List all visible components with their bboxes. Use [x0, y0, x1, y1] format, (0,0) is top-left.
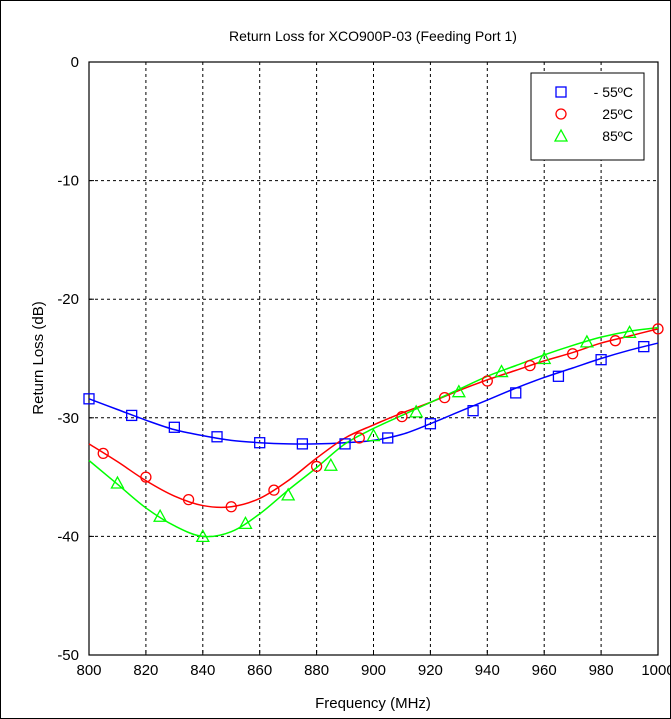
data-point [409, 404, 424, 418]
data-point [225, 501, 237, 513]
data-point [567, 348, 579, 360]
x-tick-label: 960 [532, 662, 557, 679]
x-tick-label: 900 [361, 662, 386, 679]
y-tick-label: -30 [57, 410, 79, 427]
data-point [211, 431, 223, 443]
data-point [579, 334, 594, 348]
chart-title: Return Loss for XCO900P-03 (Feeding Port… [229, 28, 517, 44]
y-tick-label: 0 [71, 54, 79, 71]
x-tick-label: 920 [418, 662, 443, 679]
series-markers [83, 323, 664, 543]
data-point [396, 410, 408, 423]
legend-label: 85ºC [602, 128, 633, 144]
data-point [97, 447, 109, 460]
x-tick-label: 980 [589, 662, 614, 679]
data-point [595, 354, 607, 366]
data-point [438, 391, 451, 404]
data-point [366, 428, 381, 442]
x-axis-label: Frequency (MHz) [315, 695, 431, 712]
x-tick-label: 880 [304, 662, 329, 679]
legend-label: - 55ºC [594, 84, 633, 100]
legend-items: - 55ºC 25ºC 85ºC [553, 84, 633, 144]
legend-marker [553, 128, 569, 142]
legend-marker [555, 108, 567, 120]
y-tick-label: -10 [57, 173, 79, 190]
data-point [609, 335, 621, 347]
data-point [168, 421, 181, 433]
data-point [182, 493, 195, 506]
data-point [238, 515, 253, 530]
y-axis-label: Return Loss (dB) [30, 301, 47, 414]
data-point [339, 438, 351, 450]
data-point [323, 457, 338, 471]
data-point [281, 487, 296, 501]
legend: - 55ºC 25ºC 85ºC [530, 72, 645, 161]
data-point [481, 375, 493, 387]
x-tick-label: 940 [475, 662, 500, 679]
data-point [510, 387, 522, 399]
y-tick-label: -40 [57, 528, 79, 545]
data-point [552, 370, 565, 382]
x-tick-label: 860 [247, 662, 272, 679]
data-point [353, 432, 365, 444]
data-point [638, 340, 650, 353]
y-tick-label: -50 [57, 647, 79, 664]
data-point [310, 460, 323, 473]
legend-box [530, 72, 645, 161]
data-point [126, 409, 138, 422]
legend-marker [555, 86, 567, 98]
data-point [424, 418, 437, 430]
y-tick-label: -20 [57, 291, 79, 308]
data-point [268, 484, 280, 496]
x-tick-label: 840 [190, 662, 215, 679]
data-point [524, 359, 536, 372]
series-line [88, 328, 659, 509]
data-point [451, 384, 466, 398]
data-point [110, 475, 125, 489]
data-point [494, 364, 509, 378]
data-point [537, 351, 552, 365]
x-tick-label: 800 [76, 662, 101, 679]
data-point [467, 405, 479, 417]
data-point [296, 438, 309, 450]
data-point [622, 325, 637, 339]
data-point [254, 437, 266, 449]
x-tick-label: 820 [133, 662, 158, 679]
data-point [195, 529, 210, 543]
legend-label: 25ºC [602, 106, 633, 122]
data-point [83, 393, 95, 405]
data-point [153, 508, 168, 522]
data-point [140, 471, 152, 483]
data-point [382, 432, 394, 444]
data-point [652, 323, 664, 335]
